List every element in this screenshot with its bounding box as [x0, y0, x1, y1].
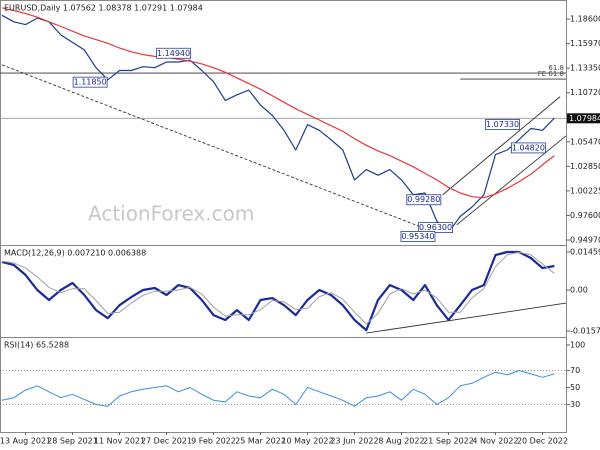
series-line [1, 250, 555, 332]
watermark: ActionForex.com [88, 202, 254, 226]
panel-title: RSI(14) 65.5288 [4, 341, 69, 350]
price-tag-label: 1.07984 [569, 114, 600, 123]
x-tick-label: 25 Mar 2022 [235, 437, 286, 446]
annotation-box [400, 231, 436, 242]
y-tick-label: -0.015712 [570, 327, 600, 336]
trendline [442, 96, 561, 196]
annotation-box [72, 76, 108, 88]
annotation-label: 1.07330 [486, 120, 519, 129]
y-tick-label: 50 [570, 383, 580, 392]
panel-frame [0, 0, 567, 246]
y-tick-label: 0.94970 [570, 236, 600, 245]
annotation-box [156, 47, 191, 59]
x-tick-label: 11 Nov 2021 [94, 437, 145, 446]
annotation-label: 1.14940 [157, 49, 190, 58]
annotation-label: 0.96300 [419, 223, 452, 232]
panel-frame [0, 337, 567, 433]
y-tick-label: 30 [570, 400, 580, 409]
annotation-label: 1.11850 [74, 78, 107, 87]
x-tick-label: 4 Nov 2022 [472, 437, 518, 446]
y-tick-label: 100 [570, 341, 585, 350]
series-line [1, 251, 555, 325]
level-label: 61.8 [548, 64, 564, 72]
y-tick-label: 1.13350 [570, 64, 600, 73]
annotation-box [418, 222, 453, 234]
y-tick-label: 0.97600 [570, 211, 600, 220]
panel-frame [0, 245, 567, 338]
series-line [1, 7, 555, 199]
annotation-label: 0.95340 [401, 232, 434, 241]
annotation-box [485, 119, 520, 130]
price-tag [567, 113, 600, 124]
trendline [456, 135, 567, 226]
x-tick-label: 8 Aug 2022 [378, 437, 424, 446]
x-tick-label: 10 May 2022 [281, 437, 333, 446]
series-line [1, 14, 555, 233]
x-tick-label: 21 Sep 2022 [423, 437, 474, 446]
x-tick-label: 13 Aug 2021 [0, 437, 51, 446]
annotation-box [510, 142, 546, 154]
annotation-label: 1.04820 [512, 143, 545, 152]
trendline [366, 302, 567, 334]
x-tick-label: 23 Jun 2022 [330, 437, 378, 446]
y-tick-label: 70 [570, 366, 580, 375]
y-tick-label: 1.05470 [570, 137, 600, 146]
y-tick-label: 0.014594 [570, 247, 600, 256]
panel-title: EURUSD,Daily 1.07562 1.08378 1.07291 1.0… [4, 4, 203, 13]
x-tick-label: 9 Feb 2022 [191, 437, 236, 446]
annotation-label: 0.99280 [407, 195, 440, 204]
x-tick-label: 20 Dec 2022 [517, 437, 568, 446]
series-line [1, 370, 555, 407]
y-tick-label: 1.10720 [570, 88, 600, 97]
level-label: FE 61.8 [538, 70, 564, 78]
x-tick-label: 27 Dec 2021 [141, 437, 192, 446]
y-tick-label: 1.15970 [570, 39, 600, 48]
y-tick-label: 1.18600 [570, 15, 600, 24]
x-tick-label: 28 Sep 2021 [47, 437, 98, 446]
y-tick-label: 0.00 [570, 286, 588, 295]
trendline [1, 64, 426, 229]
y-tick-label: 1.02850 [570, 162, 600, 171]
y-tick-label: 1.00225 [570, 186, 600, 195]
annotation-box [406, 194, 442, 206]
panel-title: MACD(12,26,9) 0.007210 0.006388 [4, 249, 146, 258]
